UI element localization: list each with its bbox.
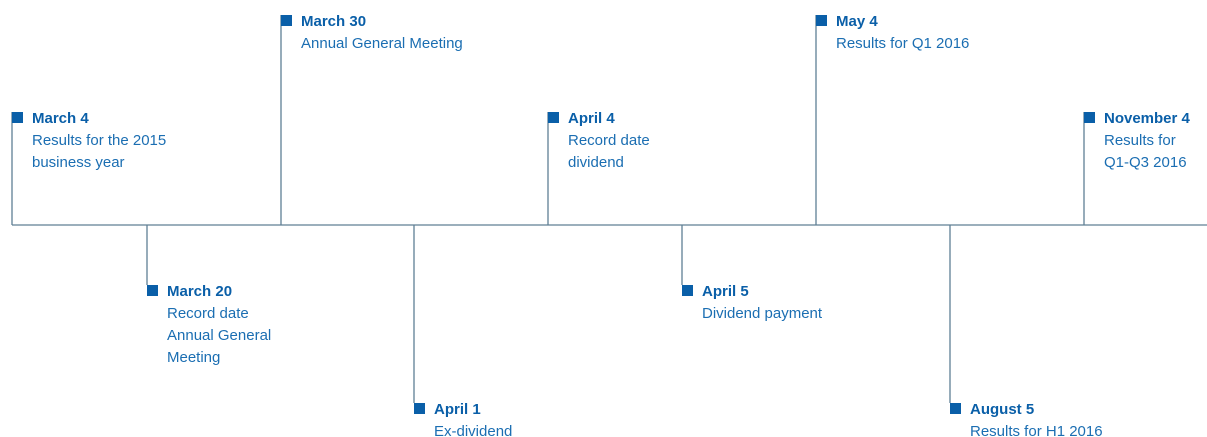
event-date: November 4 — [1104, 110, 1191, 127]
marker — [12, 112, 23, 123]
event-date: May 4 — [836, 13, 878, 30]
event-desc: Results for H1 2016 — [970, 423, 1103, 437]
event-desc: Ex-dividend — [434, 423, 512, 437]
event-desc: Annual General — [167, 327, 271, 344]
event-date: April 5 — [702, 283, 749, 300]
event-desc: Meeting — [167, 349, 220, 366]
marker — [414, 403, 425, 414]
marker — [147, 285, 158, 296]
marker — [682, 285, 693, 296]
event-desc: Results for the 2015 — [32, 132, 166, 149]
event-desc: Dividend payment — [702, 305, 823, 322]
event-desc: Q1-Q3 2016 — [1104, 154, 1187, 171]
marker — [816, 15, 827, 26]
marker — [950, 403, 961, 414]
event-date: April 4 — [568, 110, 615, 127]
event-desc: Record date — [568, 132, 650, 149]
marker — [1084, 112, 1095, 123]
event-date: March 30 — [301, 13, 366, 30]
event-date: August 5 — [970, 401, 1034, 418]
marker — [548, 112, 559, 123]
event-date: April 1 — [434, 401, 481, 418]
event-desc: Results for — [1104, 132, 1176, 149]
event-desc: Results for Q1 2016 — [836, 35, 969, 52]
event-desc: dividend — [568, 154, 624, 171]
event-desc: Annual General Meeting — [301, 35, 463, 52]
marker — [281, 15, 292, 26]
event-date: March 20 — [167, 283, 232, 300]
event-date: March 4 — [32, 110, 89, 127]
event-desc: business year — [32, 154, 125, 171]
event-desc: Record date — [167, 305, 249, 322]
